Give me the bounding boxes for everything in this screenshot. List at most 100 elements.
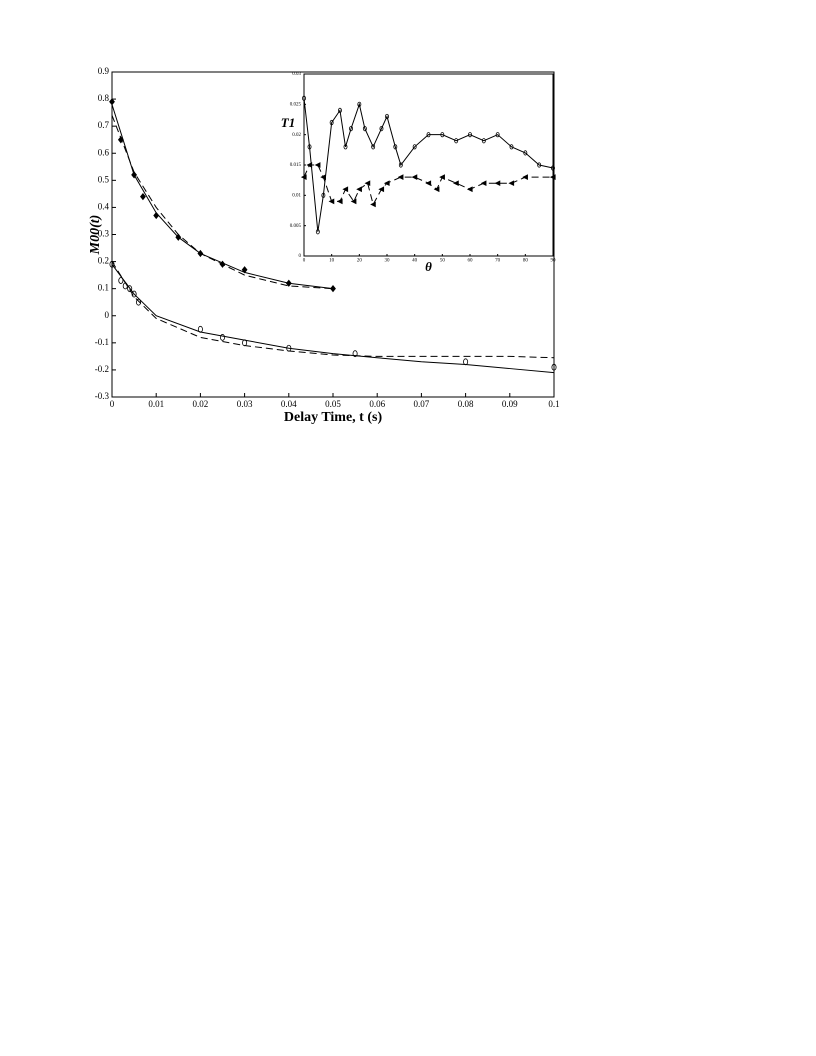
y-tick-label: -0.1 xyxy=(95,337,109,347)
marker xyxy=(385,113,389,120)
series-line xyxy=(111,115,334,290)
series-line xyxy=(111,261,555,359)
marker xyxy=(481,138,486,144)
marker xyxy=(508,180,515,187)
x-tick-label: 50 xyxy=(440,259,446,264)
marker xyxy=(426,132,431,138)
marker xyxy=(352,350,358,358)
x-tick-label: 0.07 xyxy=(414,399,430,409)
y-tick-label: -0.2 xyxy=(95,364,109,374)
marker xyxy=(329,119,334,126)
marker xyxy=(219,334,225,341)
marker xyxy=(480,180,487,187)
marker xyxy=(466,186,473,193)
y-tick-label: 0.005 xyxy=(290,224,302,229)
marker xyxy=(412,144,417,150)
marker xyxy=(383,180,390,187)
marker xyxy=(433,186,440,193)
marker xyxy=(349,126,353,132)
marker xyxy=(453,180,459,187)
marker xyxy=(454,138,459,144)
marker xyxy=(468,132,472,138)
marker xyxy=(440,132,445,138)
y-tick-label: 0.7 xyxy=(98,120,110,130)
marker xyxy=(537,162,542,168)
x-tick-label: 0.1 xyxy=(548,399,559,409)
y-tick-label: 0.6 xyxy=(98,147,110,157)
x-tick-label: 0.02 xyxy=(193,399,209,409)
marker xyxy=(338,107,342,114)
y-tick-label: 0.015 xyxy=(290,163,302,168)
y-tick-label: 0.03 xyxy=(292,72,301,77)
y-tick-label: 0.02 xyxy=(292,133,301,138)
y-tick-label: 0.01 xyxy=(292,193,301,198)
y-tick-label: 0.4 xyxy=(98,201,110,211)
marker xyxy=(343,144,348,150)
marker xyxy=(330,285,336,293)
marker xyxy=(523,150,528,156)
marker xyxy=(495,132,500,138)
marker xyxy=(302,95,306,101)
x-tick-label: 10 xyxy=(329,259,335,264)
marker xyxy=(398,162,403,168)
marker xyxy=(342,186,349,193)
marker xyxy=(140,192,146,201)
x-tick-label: 0.01 xyxy=(148,399,164,409)
x-tick-label: 80 xyxy=(523,259,529,264)
marker xyxy=(306,162,313,168)
marker xyxy=(522,174,528,180)
x-tick-label: 70 xyxy=(495,259,501,264)
x-tick-label: 0.06 xyxy=(369,399,385,409)
y-tick-label: 0.8 xyxy=(98,93,110,103)
marker xyxy=(549,174,556,180)
y-tick-label: 0.3 xyxy=(98,229,110,239)
marker xyxy=(321,192,326,198)
y-tick-label: 0.025 xyxy=(290,102,302,107)
marker xyxy=(494,180,501,187)
marker xyxy=(370,201,376,208)
x-tick-label: 60 xyxy=(468,259,474,264)
y-tick-label: 0 xyxy=(299,254,302,259)
series-line xyxy=(111,263,555,374)
x-tick-label: 0 xyxy=(110,399,115,409)
x-axis-label: θ xyxy=(425,259,432,274)
marker xyxy=(136,298,142,306)
y-axis-label: T1 xyxy=(281,115,295,130)
x-tick-label: 0 xyxy=(303,259,306,264)
x-tick-label: 20 xyxy=(357,259,363,264)
marker xyxy=(315,229,320,235)
marker xyxy=(551,363,557,371)
marker xyxy=(357,101,362,107)
x-tick-label: 0.05 xyxy=(325,399,341,409)
y-tick-label: 0.9 xyxy=(98,66,110,76)
y-axis-label: M00(t) xyxy=(88,215,103,256)
x-tick-label: 90 xyxy=(551,259,557,264)
marker xyxy=(307,144,312,150)
marker xyxy=(397,174,404,180)
marker xyxy=(551,165,555,171)
marker xyxy=(300,174,307,180)
marker xyxy=(336,198,343,205)
x-tick-label: 0.04 xyxy=(281,399,297,409)
marker xyxy=(364,180,371,187)
x-tick-label: 0.09 xyxy=(502,399,518,409)
marker xyxy=(379,126,384,132)
y-tick-label: 0.2 xyxy=(98,256,109,266)
marker xyxy=(425,180,432,187)
marker xyxy=(371,144,376,150)
y-tick-label: 0.1 xyxy=(98,283,109,293)
series-line xyxy=(111,104,334,290)
x-axis-label: Delay Time, t (s) xyxy=(284,410,383,425)
marker xyxy=(439,174,445,180)
marker xyxy=(411,174,418,180)
x-tick-label: 0.08 xyxy=(458,399,474,409)
y-tick-label: 0.5 xyxy=(98,174,110,184)
plot-frame xyxy=(303,73,554,257)
marker xyxy=(378,186,385,193)
marker xyxy=(362,126,367,132)
x-tick-label: 0.03 xyxy=(237,399,253,409)
x-tick-label: 40 xyxy=(412,259,418,264)
marker xyxy=(509,144,514,150)
marker xyxy=(118,277,124,284)
